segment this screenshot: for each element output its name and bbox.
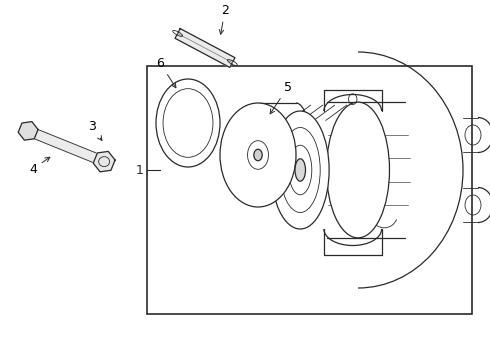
Bar: [147, 66, 472, 314]
Text: 6: 6: [156, 57, 176, 88]
Ellipse shape: [220, 103, 296, 207]
Polygon shape: [34, 129, 102, 165]
Ellipse shape: [254, 149, 262, 161]
Ellipse shape: [326, 102, 390, 238]
Ellipse shape: [247, 141, 269, 169]
Ellipse shape: [156, 79, 220, 167]
Polygon shape: [93, 152, 115, 172]
Ellipse shape: [289, 145, 312, 195]
Ellipse shape: [280, 127, 320, 212]
Ellipse shape: [163, 89, 213, 157]
Text: 4: 4: [29, 157, 50, 176]
Text: 1: 1: [136, 163, 144, 176]
Text: 5: 5: [270, 81, 292, 114]
Text: 2: 2: [219, 4, 229, 34]
Polygon shape: [175, 28, 235, 67]
Ellipse shape: [271, 111, 329, 229]
Ellipse shape: [295, 159, 305, 181]
Text: 3: 3: [88, 120, 102, 140]
Polygon shape: [18, 122, 38, 140]
